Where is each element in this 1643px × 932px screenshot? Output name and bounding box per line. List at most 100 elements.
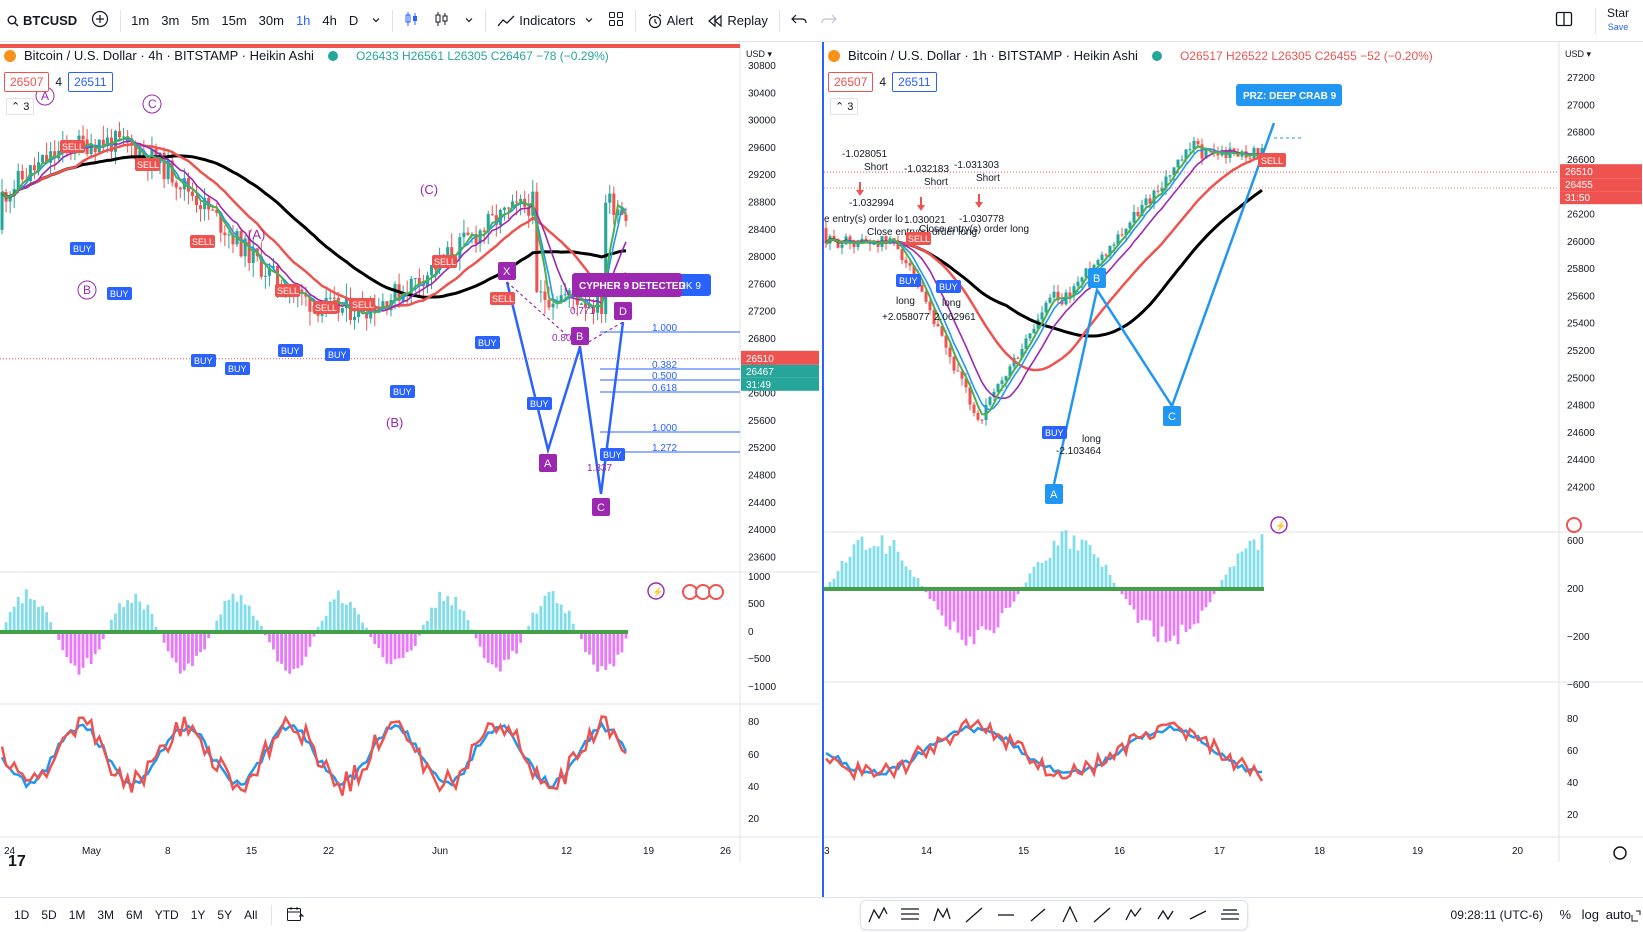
cycle-icon[interactable]: [1155, 904, 1177, 926]
interval-3m[interactable]: 3m: [161, 13, 180, 28]
xabcd-pattern-icon[interactable]: [931, 904, 953, 926]
range-3m[interactable]: 3M: [97, 908, 115, 922]
star-save-button[interactable]: Star Save: [1607, 6, 1629, 34]
indicator-collapse-button[interactable]: ⌃ 3: [6, 98, 35, 115]
interval-dropdown[interactable]: [364, 0, 388, 42]
channel-icon[interactable]: [1187, 904, 1209, 926]
left-chart-canvas[interactable]: USD ▾ 30800 30400 30000 29600 29200 28800 28400…: [0, 42, 820, 897]
fullscreen-icon[interactable]: [1631, 910, 1641, 925]
interval-1m[interactable]: 1m: [131, 13, 150, 28]
interval-4h[interactable]: 4h: [322, 13, 337, 28]
buy-price-button[interactable]: 26511: [68, 72, 113, 92]
pitchfork-icon[interactable]: [1059, 904, 1081, 926]
right-chart-title[interactable]: Bitcoin / U.S. Dollar · 1h · BITSTAMP · …: [848, 48, 1138, 63]
candle-body: [624, 214, 628, 221]
range-1d[interactable]: 1D: [14, 908, 30, 922]
rsi-line: [0, 714, 627, 796]
interval-5m[interactable]: 5m: [191, 13, 210, 28]
range-5d[interactable]: 5D: [41, 908, 57, 922]
fib-retracement-icon[interactable]: [899, 904, 921, 926]
indicator-collapse-button[interactable]: ⌃ 3: [830, 98, 859, 115]
candle-body: [1020, 348, 1024, 358]
candle-body: [466, 232, 470, 235]
interval-1h[interactable]: 1h: [295, 13, 311, 28]
replay-label: Replay: [727, 13, 768, 28]
buy-price-button[interactable]: 26511: [892, 72, 937, 92]
candle-body: [616, 209, 620, 216]
sell-signal-label: SELL: [137, 160, 159, 170]
time-axis-label: 8: [165, 846, 171, 857]
auto-toggle[interactable]: auto: [1605, 907, 1631, 922]
trade-note: 2.062961: [934, 312, 976, 323]
range-all[interactable]: All: [244, 908, 258, 922]
pattern-icon[interactable]: [1123, 904, 1145, 926]
indicators-icon: [497, 14, 515, 28]
time-axis-label: 16: [1114, 846, 1126, 857]
currency-label: USD ▾: [1565, 49, 1592, 59]
candle-body: [506, 207, 511, 209]
percent-toggle[interactable]: %: [1559, 907, 1571, 922]
segment-icon[interactable]: [1091, 904, 1113, 926]
sell-price-button[interactable]: 26507: [4, 72, 50, 92]
interval-D[interactable]: D: [348, 13, 359, 28]
right-chart-canvas[interactable]: USD ▾27200270002680026600264002620026000…: [824, 42, 1643, 897]
compare-button[interactable]: [84, 0, 116, 42]
trade-note: -1.032183: [904, 164, 949, 175]
time-axis-label: 20: [1512, 846, 1524, 857]
candle-body: [308, 296, 312, 312]
candle-body: [1028, 333, 1032, 339]
candle-body: [604, 202, 608, 315]
ratio-label: 1.337: [587, 463, 612, 474]
left-chart-legend: Bitcoin / U.S. Dollar · 4h · BITSTAMP · …: [4, 48, 609, 63]
elliott-wave-icon[interactable]: [867, 904, 889, 926]
replay-button[interactable]: Replay: [700, 0, 774, 42]
range-1m[interactable]: 1M: [68, 908, 86, 922]
candle-body: [596, 295, 600, 313]
candle-body: [1196, 140, 1200, 145]
range-5y[interactable]: 5Y: [217, 908, 233, 922]
candle-style-button[interactable]: [427, 0, 457, 42]
candle-body: [1032, 328, 1036, 334]
left-chart-panel[interactable]: USD ▾ 30800 30400 30000 29600 29200 28800 28400…: [0, 42, 820, 897]
range-ytd[interactable]: YTD: [154, 908, 179, 922]
candle-body: [28, 165, 32, 181]
clock-display[interactable]: 09:28:11 (UTC-6): [1450, 908, 1543, 922]
range-1y[interactable]: 1Y: [190, 908, 206, 922]
candle-body: [964, 378, 968, 388]
range-6m[interactable]: 6M: [126, 908, 143, 922]
search-icon: [7, 15, 19, 27]
time-axis-label: 3: [824, 846, 830, 857]
time-axis-label: 22: [323, 846, 335, 857]
left-chart-title[interactable]: Bitcoin / U.S. Dollar · 4h · BITSTAMP · …: [24, 48, 314, 63]
goto-date-button[interactable]: [280, 906, 310, 925]
templates-button[interactable]: [601, 0, 631, 42]
interval-15m[interactable]: 15m: [221, 13, 247, 28]
right-chart-panel[interactable]: USD ▾27200270002680026600264002620026000…: [822, 42, 1643, 897]
log-toggle[interactable]: log: [1581, 907, 1599, 922]
candle-body: [304, 293, 308, 297]
trend-lines-icon[interactable]: [963, 904, 985, 926]
indicators-button[interactable]: Indicators: [490, 0, 600, 42]
ray-icon[interactable]: [1027, 904, 1049, 926]
candle-body: [848, 236, 852, 244]
wave-label: (A): [248, 227, 265, 242]
interval-30m[interactable]: 30m: [258, 13, 284, 28]
wave-label: C: [148, 97, 157, 111]
chart-type-dropdown[interactable]: [457, 0, 481, 42]
candle-body: [852, 243, 856, 248]
crab-point-a: [1045, 484, 1063, 504]
layout-button[interactable]: [1555, 10, 1573, 31]
bar-style-button[interactable]: [397, 0, 427, 42]
redo-button[interactable]: [814, 0, 844, 42]
candle-body: [462, 232, 466, 238]
settings-sliders-icon[interactable]: [1219, 904, 1241, 926]
symbol-search[interactable]: BTCUSD: [0, 0, 84, 42]
undo-button[interactable]: [784, 0, 814, 42]
alert-button[interactable]: Alert: [640, 0, 701, 42]
osc-tick-label: 200: [1567, 584, 1584, 595]
bars-icon: [404, 10, 420, 31]
horizontal-line-icon[interactable]: [995, 904, 1017, 926]
sell-price-button[interactable]: 26507: [828, 72, 874, 92]
candle-body: [1044, 302, 1048, 313]
indicators-label: Indicators: [519, 13, 576, 28]
